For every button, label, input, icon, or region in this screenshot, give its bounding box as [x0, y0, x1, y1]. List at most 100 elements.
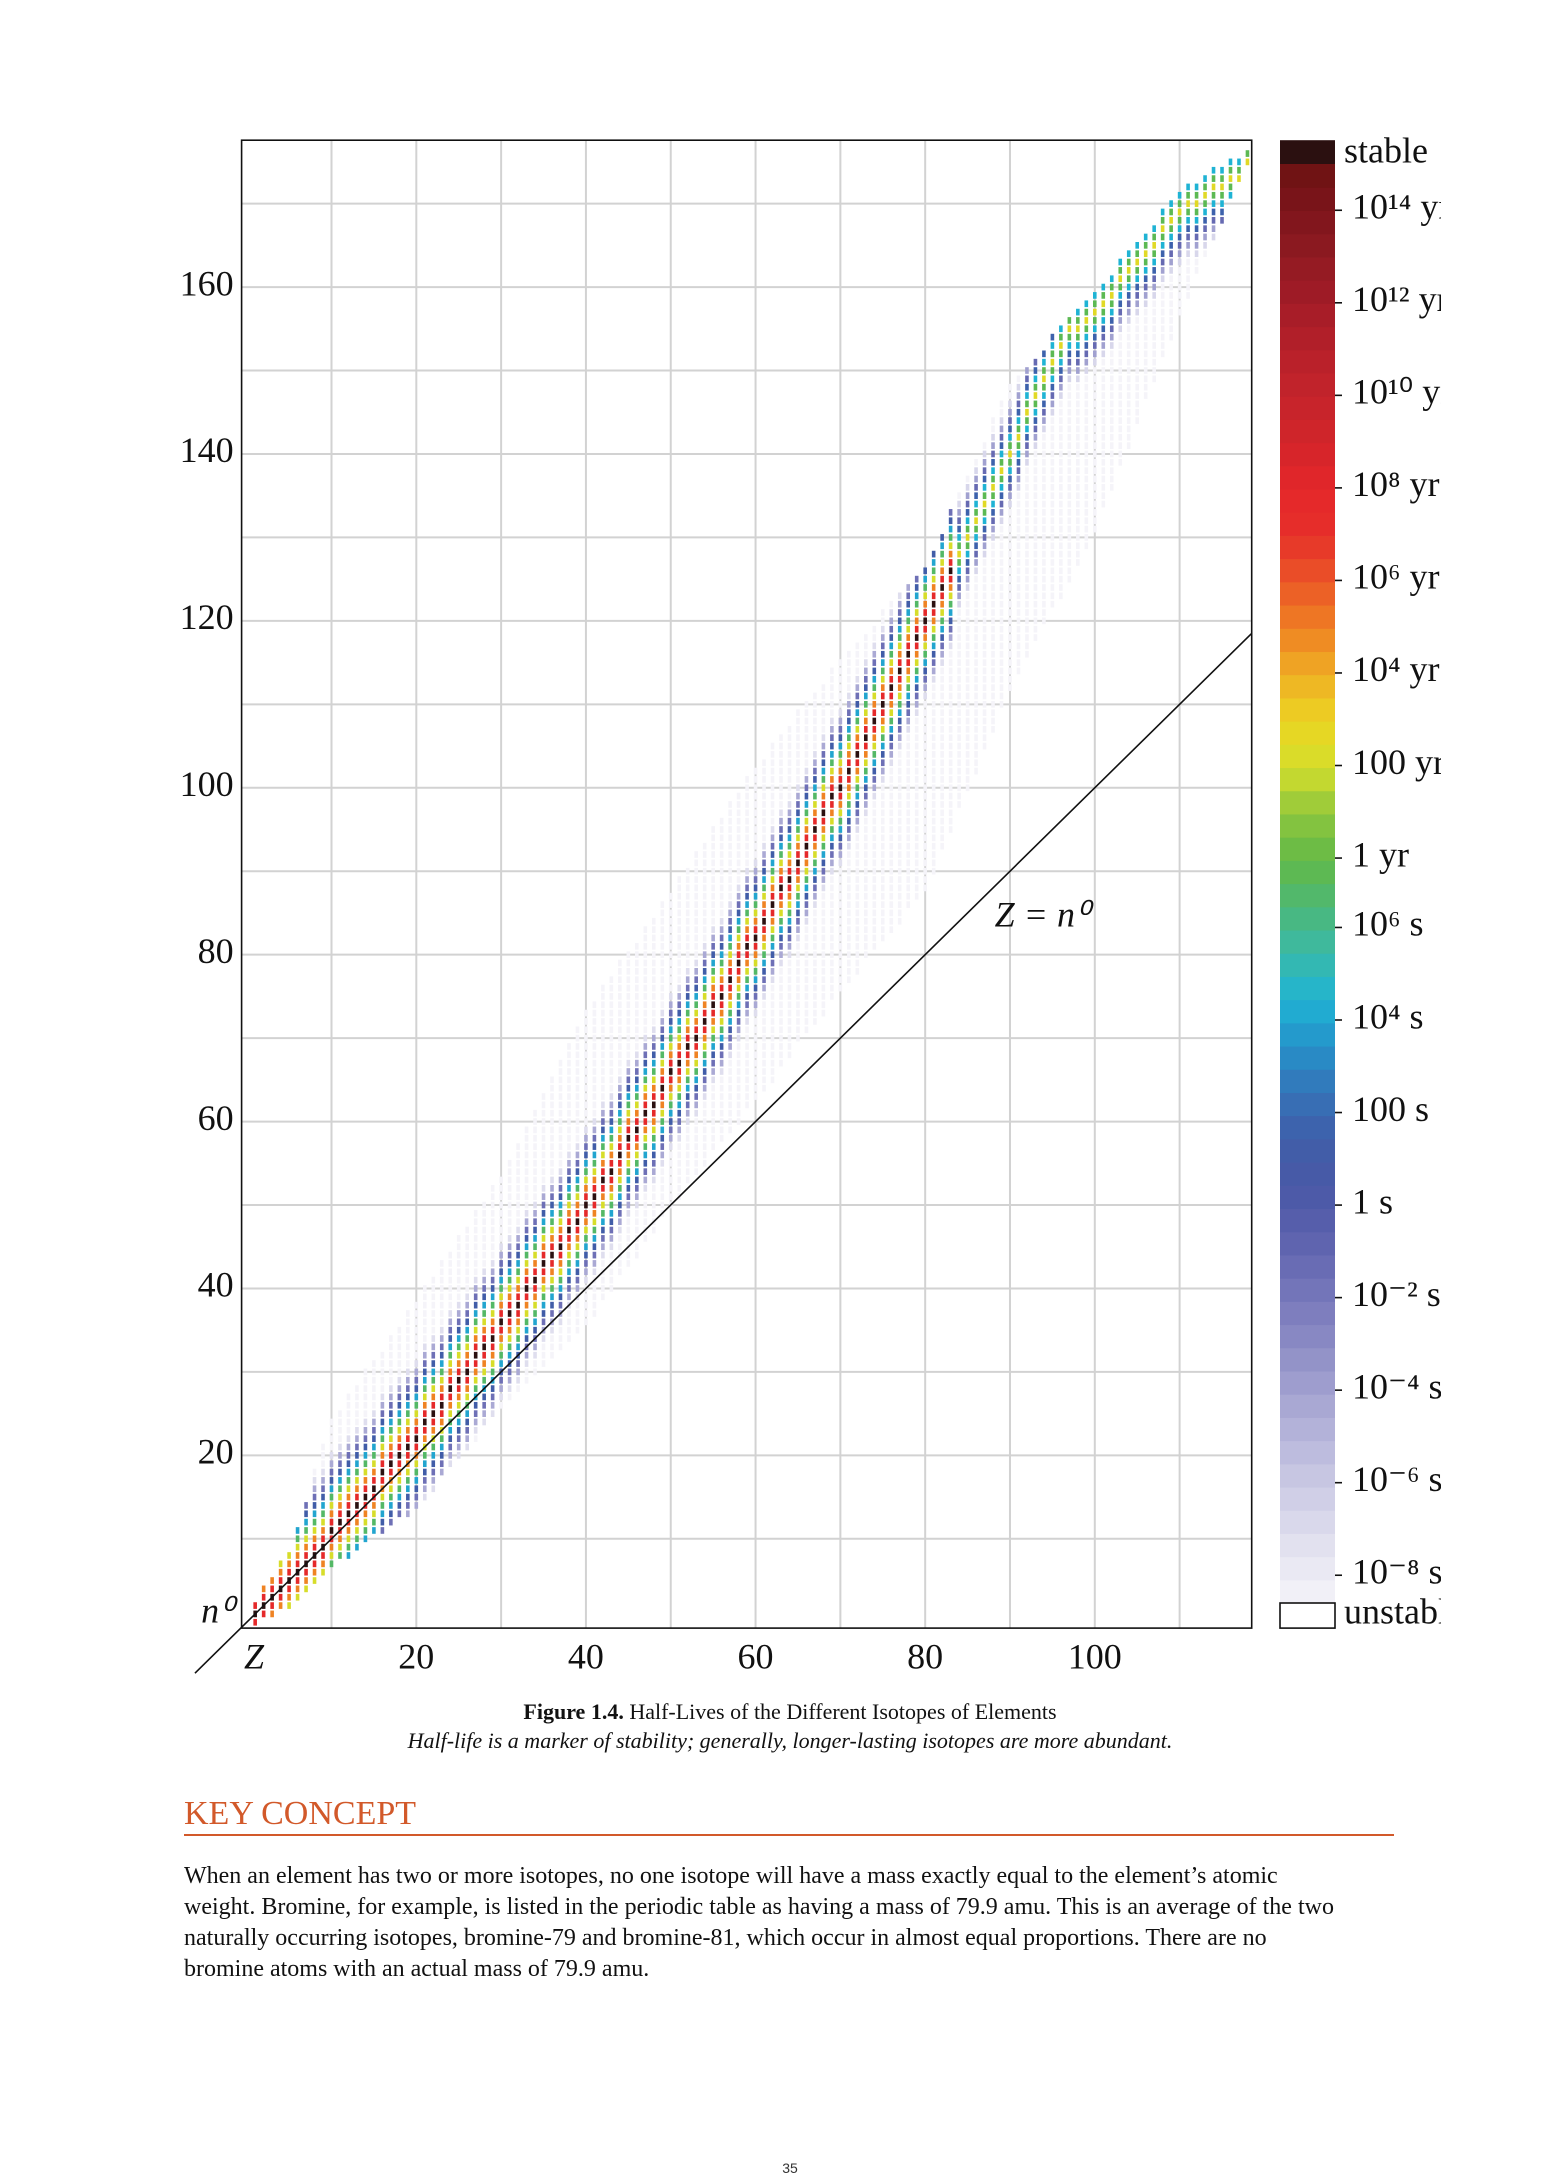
stable-isotope-cell [872, 717, 877, 725]
isotope-cell [897, 784, 902, 792]
isotope-cell [346, 1418, 351, 1426]
isotope-cell [346, 1452, 351, 1459]
isotope-cell [999, 408, 1004, 416]
isotope-cell [550, 1184, 554, 1192]
isotope-cell [626, 1218, 631, 1226]
isotope-cell [1076, 383, 1080, 391]
isotope-cell [821, 968, 826, 975]
isotope-cell [813, 709, 817, 716]
isotope-cell [541, 1159, 546, 1167]
isotope-cell [558, 1210, 563, 1217]
isotope-cell [923, 575, 927, 583]
isotope-cell [1008, 584, 1012, 591]
isotope-cell [974, 458, 978, 466]
isotope-cell [685, 942, 690, 950]
isotope-cell [660, 1018, 665, 1025]
isotope-cell [380, 1477, 385, 1484]
isotope-column [770, 742, 775, 1084]
isotope-cell [948, 726, 953, 733]
isotope-cell [685, 1143, 690, 1150]
isotope-cell [1016, 417, 1021, 424]
isotope-column [524, 1126, 529, 1384]
isotope-cell [584, 1168, 588, 1175]
stable-isotope-cell [355, 1502, 359, 1509]
page-number: 35 [782, 2160, 798, 2176]
isotope-cell [847, 851, 851, 858]
isotope-cell [304, 1585, 308, 1593]
isotope-cell [796, 968, 800, 975]
isotope-cell [838, 776, 843, 783]
isotope-cell [541, 1318, 546, 1326]
isotope-cell [660, 926, 665, 933]
isotope-cell [626, 1201, 631, 1209]
isotope-cell [957, 659, 961, 666]
isotope-cell [618, 1001, 622, 1009]
isotope-cell [618, 1084, 622, 1092]
isotope-cell [1016, 425, 1021, 433]
colorbar-band [1280, 1347, 1335, 1372]
isotope-cell [889, 675, 894, 683]
isotope-cell [524, 1268, 529, 1276]
isotope-cell [473, 1343, 478, 1351]
isotope-cell [338, 1460, 342, 1468]
isotope-cell [864, 776, 868, 783]
isotope-cell [363, 1535, 368, 1543]
isotope-cell [914, 709, 919, 716]
isotope-cell [957, 642, 961, 650]
isotope-cell [719, 876, 724, 883]
isotope-cell [643, 1143, 648, 1150]
isotope-cell [584, 1260, 588, 1267]
isotope-cell [1101, 442, 1106, 449]
isotope-cell [473, 1260, 478, 1267]
isotope-cell [499, 1293, 503, 1301]
isotope-cell [355, 1435, 359, 1443]
isotope-cell [889, 867, 894, 875]
isotope-cell [338, 1485, 342, 1493]
stable-isotope-cell [813, 826, 817, 833]
isotope-cell [567, 1076, 571, 1084]
isotope-cell [618, 984, 622, 992]
isotope-cell [635, 1184, 639, 1192]
isotope-cell [872, 709, 877, 716]
stable-isotope-cell [694, 1034, 698, 1042]
isotope-cell [1050, 584, 1055, 591]
isotope-cell [490, 1343, 495, 1351]
isotope-cell [541, 1210, 546, 1217]
isotope-column [804, 700, 809, 1034]
isotope-cell [643, 1018, 648, 1025]
isotope-cell [728, 859, 732, 867]
isotope-cell [1109, 383, 1114, 391]
isotope-cell [389, 1418, 393, 1426]
isotope-cell [1025, 584, 1029, 591]
isotope-cell [1109, 275, 1114, 283]
isotope-cell [660, 1101, 665, 1109]
isotope-cell [584, 1126, 588, 1134]
isotope-column [1203, 175, 1207, 258]
isotope-cell [660, 1093, 665, 1100]
isotope-cell [830, 759, 834, 767]
isotope-cell [626, 1009, 631, 1017]
isotope-cell [533, 1143, 537, 1150]
isotope-cell [830, 859, 834, 867]
isotope-cell [414, 1318, 419, 1326]
isotope-cell [965, 600, 970, 608]
isotope-cell [592, 1059, 597, 1067]
colorbar-tick-label: 100 s [1352, 1089, 1429, 1129]
isotope-cell [965, 700, 970, 708]
isotope-cell [838, 959, 843, 967]
isotope-cell [787, 734, 792, 742]
isotope-cell [914, 650, 919, 658]
isotope-cell [465, 1310, 469, 1317]
isotope-cell [609, 1009, 614, 1017]
isotope-cell [635, 1218, 639, 1226]
isotope-cell [668, 901, 673, 908]
isotope-cell [635, 976, 639, 984]
colorbar-band [1280, 442, 1335, 467]
isotope-cell [609, 1101, 614, 1109]
isotope-cell [1008, 383, 1012, 391]
isotope-cell [991, 509, 995, 516]
isotope-cell [465, 1426, 469, 1434]
isotope-cell [779, 859, 783, 867]
isotope-cell [889, 909, 894, 917]
isotope-cell [923, 592, 927, 600]
